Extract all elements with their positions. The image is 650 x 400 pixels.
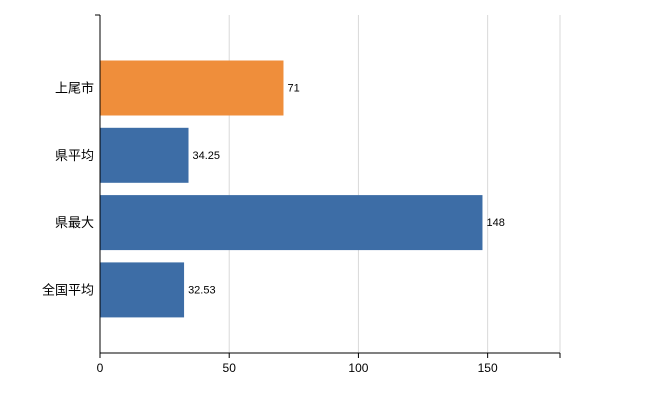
x-tick-label: 100 [348, 361, 368, 375]
category-label: 上尾市 [55, 81, 94, 96]
x-tick-label: 50 [223, 361, 237, 375]
category-label: 県最大 [55, 215, 94, 230]
bar-value-label: 148 [486, 217, 504, 229]
bar-0[interactable] [100, 60, 284, 116]
bar-2[interactable] [100, 195, 483, 251]
x-tick-label: 0 [97, 361, 104, 375]
x-tick-label: 150 [478, 361, 498, 375]
category-label: 全国平均 [42, 282, 94, 297]
bar-value-label: 32.53 [188, 284, 216, 296]
bar-1[interactable] [100, 127, 189, 183]
bar-value-label: 71 [287, 83, 299, 95]
category-label: 県平均 [55, 148, 94, 163]
bar-value-label: 34.25 [193, 150, 221, 162]
bar-3[interactable] [100, 262, 185, 318]
